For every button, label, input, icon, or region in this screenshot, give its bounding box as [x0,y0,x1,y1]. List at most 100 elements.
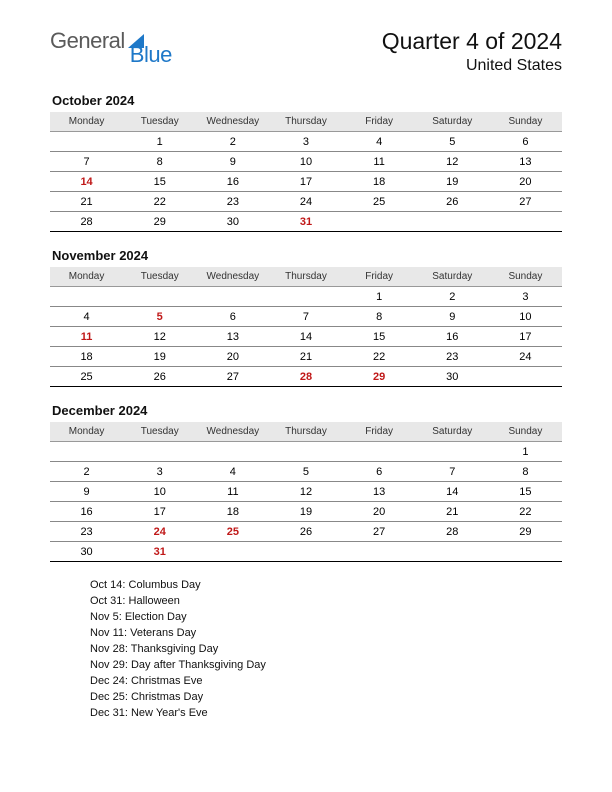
calendar-day: 31 [269,212,342,232]
calendar-day [489,212,562,232]
calendar-day: 9 [196,152,269,172]
calendar-day [416,212,489,232]
calendar-day [196,287,269,307]
calendar-day: 11 [196,482,269,502]
day-header: Saturday [416,267,489,287]
holiday-item: Oct 31: Halloween [90,594,562,610]
calendar-day: 30 [50,542,123,562]
page-subtitle: United States [382,57,562,75]
calendar-day: 9 [50,482,123,502]
day-header: Tuesday [123,267,196,287]
calendar-table: MondayTuesdayWednesdayThursdayFridaySatu… [50,112,562,232]
logo-text-1: General [50,28,125,54]
holiday-item: Oct 14: Columbus Day [90,578,562,594]
title-block: Quarter 4 of 2024 United States [382,28,562,75]
calendar-day: 22 [489,502,562,522]
calendar-day: 1 [343,287,416,307]
calendar-day: 12 [269,482,342,502]
calendar-day [269,287,342,307]
calendar-day: 6 [196,307,269,327]
calendar-day: 13 [489,152,562,172]
month-title: October 2024 [52,93,562,108]
calendar-day: 8 [489,462,562,482]
calendar-day: 8 [123,152,196,172]
page-title: Quarter 4 of 2024 [382,28,562,55]
month-block: December 2024 MondayTuesdayWednesdayThurs… [50,403,562,562]
day-header: Tuesday [123,422,196,442]
month-block: November 2024MondayTuesdayWednesdayThurs… [50,248,562,387]
calendar-day: 29 [343,367,416,387]
calendar-day: 23 [196,192,269,212]
holiday-list: Oct 14: Columbus DayOct 31: HalloweenNov… [50,578,562,721]
calendar-table: MondayTuesdayWednesdayThursdayFridaySatu… [50,267,562,387]
calendar-day [489,367,562,387]
logo-text-2: Blue [130,42,172,68]
calendar-day: 12 [416,152,489,172]
calendar-table: MondayTuesdayWednesdayThursdayFridaySatu… [50,422,562,562]
calendar-day: 31 [123,542,196,562]
calendar-day: 3 [489,287,562,307]
calendar-day: 5 [269,462,342,482]
calendar-day: 27 [489,192,562,212]
day-header: Thursday [269,267,342,287]
day-header: Friday [343,112,416,132]
calendar-day: 25 [343,192,416,212]
month-title: December 2024 [52,403,562,418]
day-header: Thursday [269,112,342,132]
holiday-item: Nov 11: Veterans Day [90,626,562,642]
calendar-day: 17 [123,502,196,522]
calendar-day: 15 [123,172,196,192]
day-header: Wednesday [196,422,269,442]
day-header: Monday [50,422,123,442]
calendar-day: 26 [123,367,196,387]
calendar-day: 23 [50,522,123,542]
calendar-day: 23 [416,347,489,367]
calendar-day: 24 [123,522,196,542]
calendar-day: 14 [50,172,123,192]
calendar-day: 9 [416,307,489,327]
calendar-day: 10 [489,307,562,327]
calendar-day: 18 [50,347,123,367]
calendar-day: 8 [343,307,416,327]
calendar-day [269,442,342,462]
calendar-day: 2 [50,462,123,482]
calendar-day: 11 [50,327,123,347]
holiday-item: Nov 28: Thanksgiving Day [90,642,562,658]
calendar-day: 18 [343,172,416,192]
calendar-day: 7 [269,307,342,327]
day-header: Friday [343,267,416,287]
calendar-day: 2 [416,287,489,307]
holiday-item: Nov 5: Election Day [90,610,562,626]
calendar-day: 29 [489,522,562,542]
calendar-day [50,287,123,307]
header: General Blue Quarter 4 of 2024 United St… [50,28,562,75]
months-container: October 2024MondayTuesdayWednesdayThursd… [50,93,562,562]
calendar-day: 14 [269,327,342,347]
holiday-item: Dec 24: Christmas Eve [90,674,562,690]
calendar-day: 19 [269,502,342,522]
calendar-day: 28 [50,212,123,232]
calendar-day: 1 [123,132,196,152]
day-header: Sunday [489,112,562,132]
day-header: Thursday [269,422,342,442]
calendar-day: 12 [123,327,196,347]
calendar-day: 16 [416,327,489,347]
calendar-day: 10 [123,482,196,502]
calendar-day: 17 [489,327,562,347]
holiday-item: Nov 29: Day after Thanksgiving Day [90,658,562,674]
calendar-day: 13 [343,482,416,502]
calendar-day: 14 [416,482,489,502]
calendar-day: 20 [196,347,269,367]
calendar-day [123,287,196,307]
calendar-day: 30 [196,212,269,232]
calendar-day: 25 [196,522,269,542]
calendar-day: 4 [196,462,269,482]
calendar-day: 19 [416,172,489,192]
holiday-item: Dec 31: New Year's Eve [90,706,562,722]
calendar-day: 18 [196,502,269,522]
calendar-day [489,542,562,562]
calendar-day: 10 [269,152,342,172]
day-header: Friday [343,422,416,442]
calendar-day: 22 [343,347,416,367]
calendar-day: 29 [123,212,196,232]
